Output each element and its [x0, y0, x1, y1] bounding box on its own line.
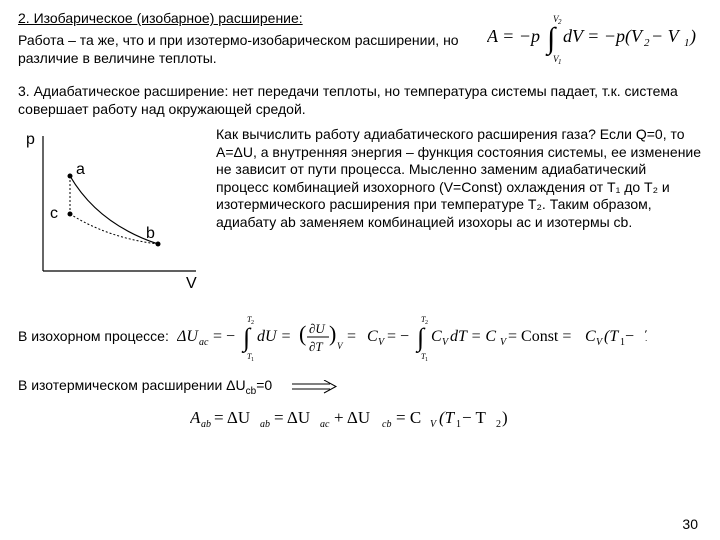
svg-text:ΔU: ΔU	[177, 328, 199, 345]
svg-text:V: V	[596, 337, 604, 348]
svg-text:(T: (T	[439, 408, 456, 427]
svg-text:∂U: ∂U	[309, 321, 326, 336]
section3-body-row: p V a c b Как вычислить работу адиабатич…	[18, 126, 702, 291]
svg-text:V: V	[442, 337, 450, 348]
svg-text:+ ΔU: + ΔU	[334, 408, 370, 427]
svg-text:ac: ac	[199, 337, 209, 348]
section2-formula: A = −p ∫ V 2 V 1 dV = −p(V 2 − V 1 )	[487, 10, 702, 69]
arrow-icon	[290, 380, 340, 394]
svg-text:∫: ∫	[415, 323, 426, 353]
point-c-label: c	[50, 205, 58, 222]
svg-text:2: 2	[251, 320, 254, 326]
svg-text:C: C	[367, 328, 378, 345]
axis-v-label: V	[186, 275, 197, 291]
svg-text:C: C	[585, 328, 596, 345]
final-formula: A ab = ΔU ab = ΔU ac + ΔU cb = C V (T 1 …	[190, 403, 530, 433]
pv-graph: p V a c b	[18, 126, 203, 291]
isochoric-label: В изохорном процессе:	[18, 328, 177, 344]
svg-text:ab: ab	[260, 419, 270, 430]
svg-text:(: (	[299, 321, 306, 346]
svg-text:V: V	[378, 337, 386, 348]
svg-text:2: 2	[558, 18, 562, 26]
svg-text:1: 1	[684, 37, 690, 49]
svg-text:dV = −p(V: dV = −p(V	[563, 26, 644, 47]
final-formula-row: A ab = ΔU ab = ΔU ac + ΔU cb = C V (T 1 …	[18, 403, 702, 436]
svg-text:(T: (T	[604, 328, 619, 345]
svg-text:1: 1	[558, 58, 562, 64]
svg-text:1: 1	[456, 419, 461, 430]
svg-text:dU =: dU =	[257, 328, 291, 345]
point-b-label: b	[146, 225, 155, 242]
svg-text:T: T	[644, 328, 647, 345]
isochoric-row: В изохорном процессе: ΔU ac = − ∫ T 2 T …	[18, 311, 702, 361]
section2-para: Работа – та же, что и при изотермо-изоба…	[18, 32, 487, 67]
svg-text:C: C	[431, 328, 442, 345]
point-a-label: a	[76, 161, 85, 178]
svg-text:): )	[502, 408, 508, 427]
svg-text:): )	[329, 321, 336, 346]
svg-text:= −: = −	[213, 328, 235, 345]
isothermal-label: В изотермическом расширении ΔUcb=0	[18, 377, 280, 397]
isochoric-formula: ΔU ac = − ∫ T 2 T 1 dU = ( ∂U ∂T ) V = C…	[177, 311, 647, 361]
graph-column: p V a c b	[18, 126, 208, 291]
svg-text:=: =	[347, 328, 356, 345]
svg-text:2: 2	[644, 37, 650, 49]
svg-text:dT = C: dT = C	[450, 328, 496, 345]
svg-text:V: V	[337, 341, 344, 351]
svg-text:A = −p: A = −p	[487, 26, 540, 46]
svg-text:ab: ab	[201, 419, 211, 430]
svg-text:V: V	[430, 419, 438, 430]
section2-row: 2. Изобарическое (изобарное) расширение:…	[18, 10, 702, 75]
svg-text:V: V	[500, 337, 508, 348]
section2-heading: 2. Изобарическое (изобарное) расширение:	[18, 10, 487, 26]
svg-text:− V: − V	[651, 26, 681, 46]
svg-text:∂T: ∂T	[309, 339, 323, 354]
svg-text:2: 2	[496, 419, 501, 430]
svg-text:∫: ∫	[545, 22, 557, 57]
svg-text:−: −	[625, 328, 634, 345]
svg-text:2: 2	[425, 320, 428, 326]
page-number: 30	[682, 516, 698, 532]
svg-text:A: A	[190, 408, 201, 427]
axis-p-label: p	[26, 131, 35, 148]
svg-text:1: 1	[251, 357, 254, 361]
svg-text:cb: cb	[382, 419, 391, 430]
svg-text:∫: ∫	[241, 323, 252, 353]
svg-text:= −: = −	[387, 328, 409, 345]
svg-text:= ΔU: = ΔU	[274, 408, 310, 427]
slide-page: 2. Изобарическое (изобарное) расширение:…	[0, 0, 720, 540]
svg-text:= Const =: = Const =	[508, 328, 571, 345]
svg-text:): )	[689, 26, 696, 47]
svg-text:= ΔU: = ΔU	[214, 408, 250, 427]
svg-text:ac: ac	[320, 419, 330, 430]
svg-text:1: 1	[425, 357, 428, 361]
formula-work-integral: A = −p ∫ V 2 V 1 dV = −p(V 2 − V 1 )	[487, 12, 702, 64]
section3-intro: 3. Адиабатическое расширение: нет переда…	[18, 83, 702, 118]
section3-body-text: Как вычислить работу адиабатического рас…	[208, 126, 702, 231]
svg-text:− T: − T	[462, 408, 487, 427]
section2-left: 2. Изобарическое (изобарное) расширение:…	[18, 10, 487, 75]
svg-text:= C: = C	[396, 408, 421, 427]
isothermal-row: В изотермическом расширении ΔUcb=0	[18, 377, 702, 397]
